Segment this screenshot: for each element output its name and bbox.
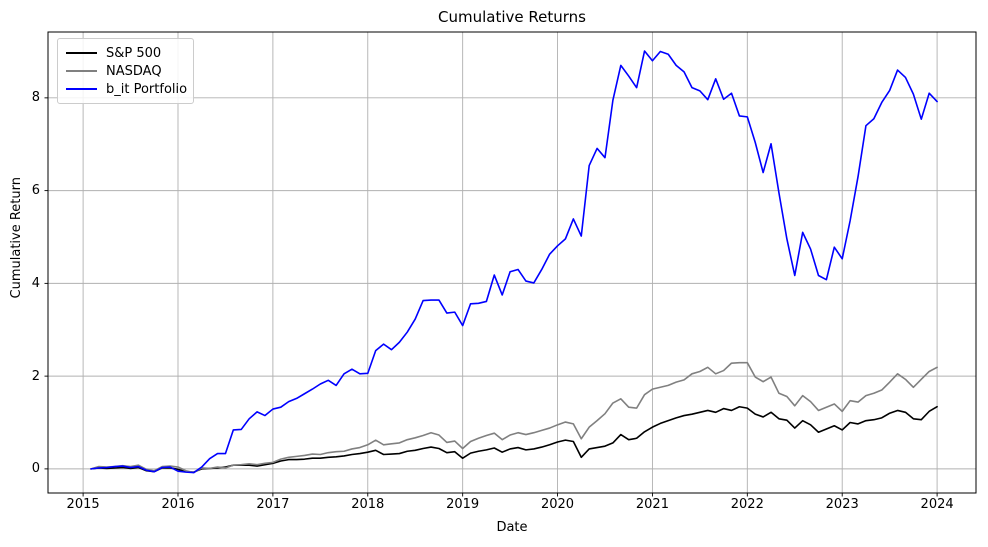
series-line-nasdaq: [90, 361, 938, 474]
portfolio-line-swatch: [66, 88, 97, 90]
y-tick-label: 0: [31, 461, 40, 477]
legend-label-sp500: S&P 500: [106, 45, 162, 61]
x-tick-label: 2023: [825, 497, 859, 512]
axes-spines: [47, 31, 977, 494]
series-line-b-it-portfolio: [90, 50, 938, 474]
y-tick-label: 8: [31, 90, 40, 106]
x-tick-label: 2019: [446, 497, 480, 512]
y-tick-label: 6: [31, 183, 40, 199]
y-tick-label: 2: [31, 368, 40, 384]
legend-item-nasdaq: NASDAQ: [66, 62, 183, 80]
legend-label-portfolio: b_it Portfolio: [106, 81, 188, 97]
nasdaq-line-swatch: [66, 70, 97, 72]
x-tick-label: 2015: [66, 497, 100, 512]
x-tick-label: 2020: [540, 497, 575, 512]
sp500-line-swatch: [66, 52, 97, 54]
x-tick-label: 2016: [161, 497, 195, 512]
legend-label-nasdaq: NASDAQ: [106, 63, 162, 79]
x-axis-label: Date: [496, 520, 528, 535]
legend-item-portfolio: b_it Portfolio: [66, 80, 187, 98]
legend: S&P 500 NASDAQ b_it Portfolio: [57, 38, 194, 104]
legend-item-sp500: S&P 500: [66, 44, 183, 62]
x-tick-label: 2021: [635, 497, 669, 512]
x-tick-label: 2022: [730, 497, 764, 512]
x-tick-label: 2017: [256, 497, 290, 512]
x-tick-label: 2024: [920, 497, 954, 512]
series-line-s-p-500: [90, 405, 938, 473]
x-tick-label: 2018: [351, 497, 385, 512]
chart-title: Cumulative Returns: [438, 8, 586, 26]
y-tick-label: 4: [31, 275, 40, 291]
